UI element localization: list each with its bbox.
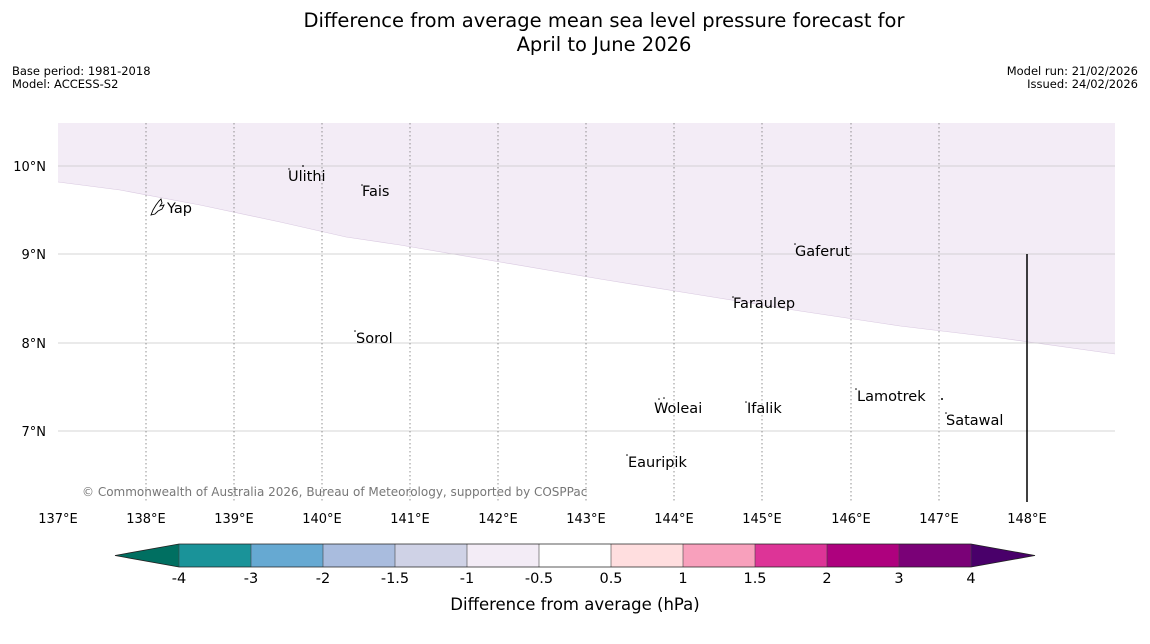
- colorbar-extend-low: [115, 544, 179, 567]
- colorbar-segment-10: [827, 544, 899, 567]
- latitude-labels: 10°N 9°N 8°N 7°N: [13, 160, 46, 440]
- model-name: Model: ACCESS-S2: [12, 77, 119, 91]
- cb-label-2: 2: [822, 571, 831, 587]
- colorbar-segment-3: [323, 544, 395, 567]
- island-dot-lamotrek-2: [941, 398, 943, 400]
- cb-label-minus2: -2: [316, 571, 330, 587]
- lon-label-145e: 145°E: [742, 512, 782, 527]
- lon-label-144e: 144°E: [654, 512, 694, 527]
- title-line-2: April to June 2026: [516, 33, 692, 56]
- island-dot-woleai-2: [663, 397, 665, 399]
- base-info: Base period: 1981-2018 Model: ACCESS-S2: [12, 65, 151, 91]
- lon-label-139e: 139°E: [214, 512, 254, 527]
- place-yap: Yap: [166, 201, 192, 217]
- island-dot-lamotrek: [855, 388, 857, 390]
- shaded-anomaly-region: [58, 123, 1115, 354]
- colorbar-segment-1: [179, 544, 251, 567]
- lon-label-142e: 142°E: [478, 512, 518, 527]
- cb-label-0-5: 0.5: [599, 571, 622, 587]
- colorbar-outline: [114, 543, 1036, 568]
- island-dot-woleai: [658, 398, 660, 400]
- longitude-labels: 137°E 138°E 139°E 140°E 141°E 142°E 143°…: [38, 512, 1047, 527]
- copyright-notice: © Commonwealth of Australia 2026, Bureau…: [82, 485, 587, 499]
- lat-label-9n: 9°N: [22, 248, 47, 263]
- place-labels: Yap Ulithi Fais Gaferut Faraulep Sorol W…: [166, 169, 1003, 471]
- island-dot-ulithi: [302, 165, 304, 167]
- island-dot-ifalik: [745, 401, 747, 403]
- cb-label-minus3: -3: [244, 571, 258, 587]
- colorbar-labels: -4 -3 -2 -1.5 -1 -0.5 0.5 1 1.5 2 3 4: [172, 571, 976, 587]
- place-lamotrek: Lamotrek: [857, 389, 926, 405]
- cb-label-minus0-5: -0.5: [525, 571, 553, 587]
- lon-label-138e: 138°E: [126, 512, 166, 527]
- colorbar-segment-2: [251, 544, 323, 567]
- cb-label-3: 3: [894, 571, 903, 587]
- colorbar-segment-4: [395, 544, 467, 567]
- lon-label-147e: 147°E: [919, 512, 959, 527]
- title-line-1: Difference from average mean sea level p…: [303, 9, 905, 32]
- base-period: Base period: 1981-2018: [12, 64, 151, 78]
- place-eauripik: Eauripik: [628, 455, 687, 471]
- cb-label-minus4: -4: [172, 571, 186, 587]
- colorbar-segment-5: [467, 544, 539, 567]
- island-dot-sorol: [354, 330, 356, 332]
- place-woleai: Woleai: [654, 401, 702, 417]
- place-gaferut: Gaferut: [795, 244, 850, 260]
- island-dot-faraulep: [732, 296, 734, 298]
- place-fais: Fais: [362, 184, 389, 200]
- lon-label-140e: 140°E: [302, 512, 342, 527]
- lon-label-137e: 137°E: [38, 512, 78, 527]
- colorbar-segment-8: [683, 544, 755, 567]
- shaded-region-boundary: [57, 181, 1116, 355]
- chart-title: Difference from average mean sea level p…: [0, 9, 1150, 57]
- place-satawal: Satawal: [946, 413, 1003, 429]
- cb-label-1: 1: [678, 571, 687, 587]
- colorbar-extend-high: [971, 544, 1035, 567]
- place-ulithi: Ulithi: [288, 169, 326, 185]
- lat-label-7n: 7°N: [22, 425, 47, 440]
- cb-label-minus1: -1: [460, 571, 474, 587]
- cb-label-1-5: 1.5: [743, 571, 766, 587]
- issued-date: Issued: 24/02/2026: [1027, 77, 1138, 91]
- lat-label-8n: 8°N: [22, 337, 47, 352]
- yap-island-shape: [150, 198, 165, 216]
- run-info: Model run: 21/02/2026 Issued: 24/02/2026: [1007, 65, 1138, 91]
- lon-label-143e: 143°E: [566, 512, 606, 527]
- island-dot-satawal: [945, 412, 947, 414]
- island-dot-eauripik: [626, 454, 628, 456]
- colorbar: -4 -3 -2 -1.5 -1 -0.5 0.5 1 1.5 2 3 4 Di…: [114, 543, 1036, 614]
- island-dot-gaferut: [794, 243, 796, 245]
- island-dot-fais: [361, 184, 363, 186]
- place-faraulep: Faraulep: [733, 296, 795, 312]
- colorbar-title: Difference from average (hPa): [450, 595, 699, 614]
- cb-label-4: 4: [966, 571, 975, 587]
- place-sorol: Sorol: [356, 331, 393, 347]
- island-dots: [288, 165, 947, 456]
- lat-label-10n: 10°N: [13, 160, 46, 175]
- island-dot-ulithi-2: [288, 168, 290, 170]
- lon-label-146e: 146°E: [831, 512, 871, 527]
- cb-label-minus1-5: -1.5: [381, 571, 409, 587]
- colorbar-segment-7: [611, 544, 683, 567]
- colorbar-segment-9: [755, 544, 827, 567]
- lon-label-141e: 141°E: [390, 512, 430, 527]
- model-run: Model run: 21/02/2026: [1006, 64, 1138, 78]
- longitude-gridlines: [145, 123, 940, 502]
- colorbar-dividers: [178, 544, 972, 567]
- place-ifalik: Ifalik: [747, 401, 782, 417]
- lon-label-148e: 148°E: [1007, 512, 1047, 527]
- colorbar-segment-6: [539, 544, 611, 567]
- colorbar-segment-11: [899, 544, 971, 567]
